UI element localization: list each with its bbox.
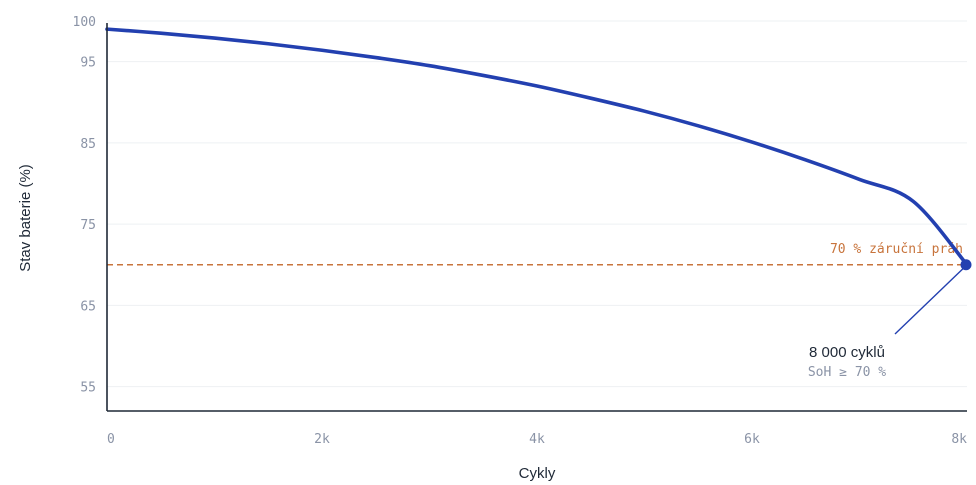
y-tick-label-95: 95 [80,56,96,71]
y-tick-label-100: 100 [73,15,96,30]
y-tick-labels: 55 65 75 85 95 100 [73,15,96,396]
y-tick-label-85: 85 [80,137,96,152]
y-tick-label-55: 55 [80,381,96,396]
annotation-leader-line [894,266,966,335]
y-tick-label-65: 65 [80,299,96,314]
annotation-subtitle: SoH ≥ 70 % [808,365,886,380]
grid [107,20,967,388]
y-tick-label-75: 75 [80,218,96,233]
x-tick-label-6000: 6k [744,432,760,447]
series-group [105,27,969,267]
threshold-group: 70 % záruční práh [107,242,967,266]
series-line-0 [105,27,969,267]
x-tick-label-2000: 2k [314,432,330,447]
x-tick-labels: 0 2k 4k 6k 8k [107,432,967,447]
endpoint-marker [960,259,972,271]
axes [106,23,967,412]
annotation-group: 8 000 cyklů SoH ≥ 70 % [808,259,972,380]
x-axis-title: Cykly [519,465,556,482]
x-tick-label-0: 0 [107,432,115,447]
x-tick-label-4000: 4k [529,432,545,447]
y-axis-title: Stav baterie (%) [17,164,34,272]
threshold-label: 70 % záruční práh [830,242,963,257]
x-tick-label-8000: 8k [951,432,967,447]
annotation-title: 8 000 cyklů [809,344,885,361]
